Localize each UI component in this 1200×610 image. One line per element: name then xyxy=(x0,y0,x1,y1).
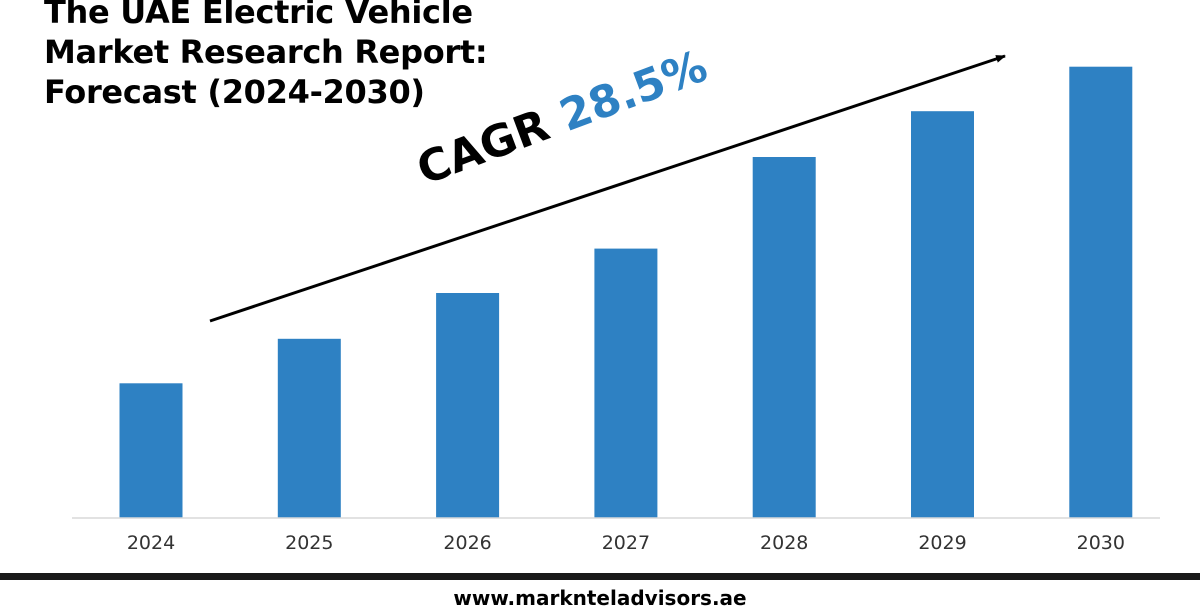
title-line-2: Market Research Report: xyxy=(44,33,488,71)
x-tick-2028: 2028 xyxy=(760,532,808,554)
x-tick-2024: 2024 xyxy=(127,532,175,554)
x-tick-2027: 2027 xyxy=(602,532,650,554)
chart-title: The UAE Electric Vehicle Market Research… xyxy=(44,0,488,112)
x-tick-2025: 2025 xyxy=(285,532,333,554)
bar-2030 xyxy=(1069,66,1133,518)
x-tick-2026: 2026 xyxy=(443,532,491,554)
bar-2028 xyxy=(752,157,816,518)
footer-divider xyxy=(0,573,1200,580)
title-line-1: The UAE Electric Vehicle xyxy=(44,0,473,31)
bar-2029 xyxy=(911,111,974,518)
x-tick-2029: 2029 xyxy=(918,532,966,554)
footer-url: www.marknteladvisors.ae xyxy=(453,586,747,610)
x-tick-2030: 2030 xyxy=(1077,532,1125,554)
x-tick-labels: 2024 2025 2026 2027 2028 2029 2030 xyxy=(127,532,1125,554)
bar-group xyxy=(119,66,1133,518)
bar-2024 xyxy=(119,383,183,518)
title-line-3: Forecast (2024-2030) xyxy=(44,73,425,111)
trend-arrow xyxy=(209,54,1006,323)
bar-2025 xyxy=(277,338,341,518)
bar-2026 xyxy=(436,293,500,518)
bar-2027 xyxy=(594,248,658,518)
